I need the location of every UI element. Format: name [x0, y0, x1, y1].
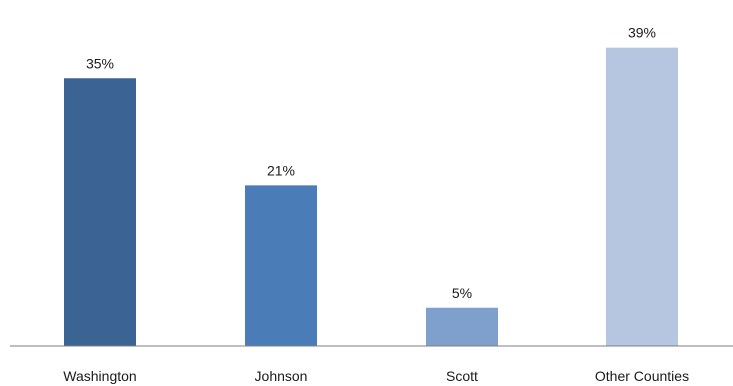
- value-label-johnson: 21%: [267, 162, 295, 178]
- x-tick-label-other-counties: Other Counties: [595, 368, 689, 384]
- x-tick-label-scott: Scott: [446, 368, 478, 384]
- x-tick-label-johnson: Johnson: [255, 368, 308, 384]
- value-label-other-counties: 39%: [628, 25, 656, 41]
- bar-other-counties: [606, 47, 678, 347]
- value-label-washington: 35%: [86, 55, 114, 71]
- value-label-scott: 5%: [452, 285, 472, 301]
- x-tick-label-washington: Washington: [63, 368, 136, 384]
- bar-johnson: [245, 185, 317, 346]
- value-labels-group: 35% 21% 5% 39%: [86, 25, 656, 301]
- bar-scott: [426, 307, 498, 346]
- bar-washington: [64, 78, 136, 346]
- bars-group: [64, 47, 678, 347]
- x-tick-labels-group: Washington Johnson Scott Other Counties: [63, 368, 689, 384]
